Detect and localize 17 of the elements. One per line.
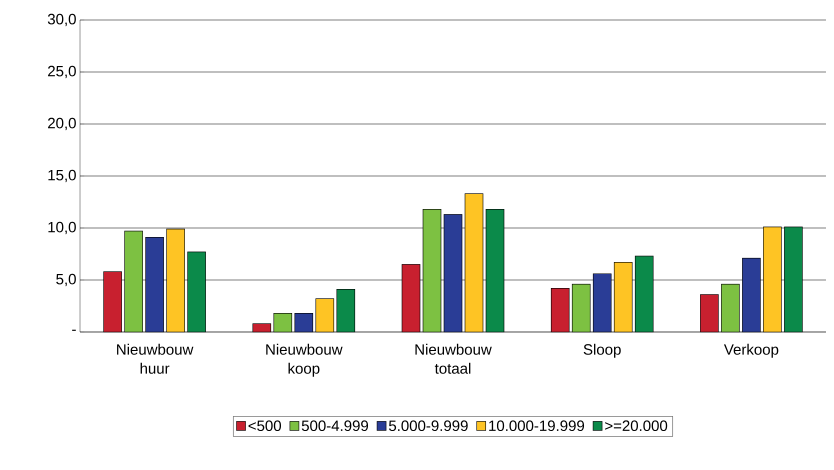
x-tick-label: Verkoop [724,344,778,358]
legend-label: 10.000-19.999 [489,420,584,432]
x-tick-label: Nieuwbouw huur [117,344,194,374]
x-tick-label: Nieuwbouw koop [266,344,343,377]
legend-label: >=20.000 [605,420,668,432]
legend-label: 5.000-9.999 [388,420,468,432]
x-tick-label: Sloop [584,344,621,358]
y-tick-label: 15,0 [48,170,76,182]
y-tick-label: - [72,330,76,331]
y-tick-label: 20,0 [48,118,76,130]
x-tick-label: Nieuwbouw totaal [415,344,492,374]
legend-label: 500-4.999 [302,420,368,432]
y-tick-label: 10,0 [48,222,76,234]
y-tick-label: 5,0 [56,274,76,286]
legend-label: <500 [248,420,282,432]
y-tick-label: 25,0 [48,66,76,78]
y-tick-label: 30,0 [48,14,76,26]
